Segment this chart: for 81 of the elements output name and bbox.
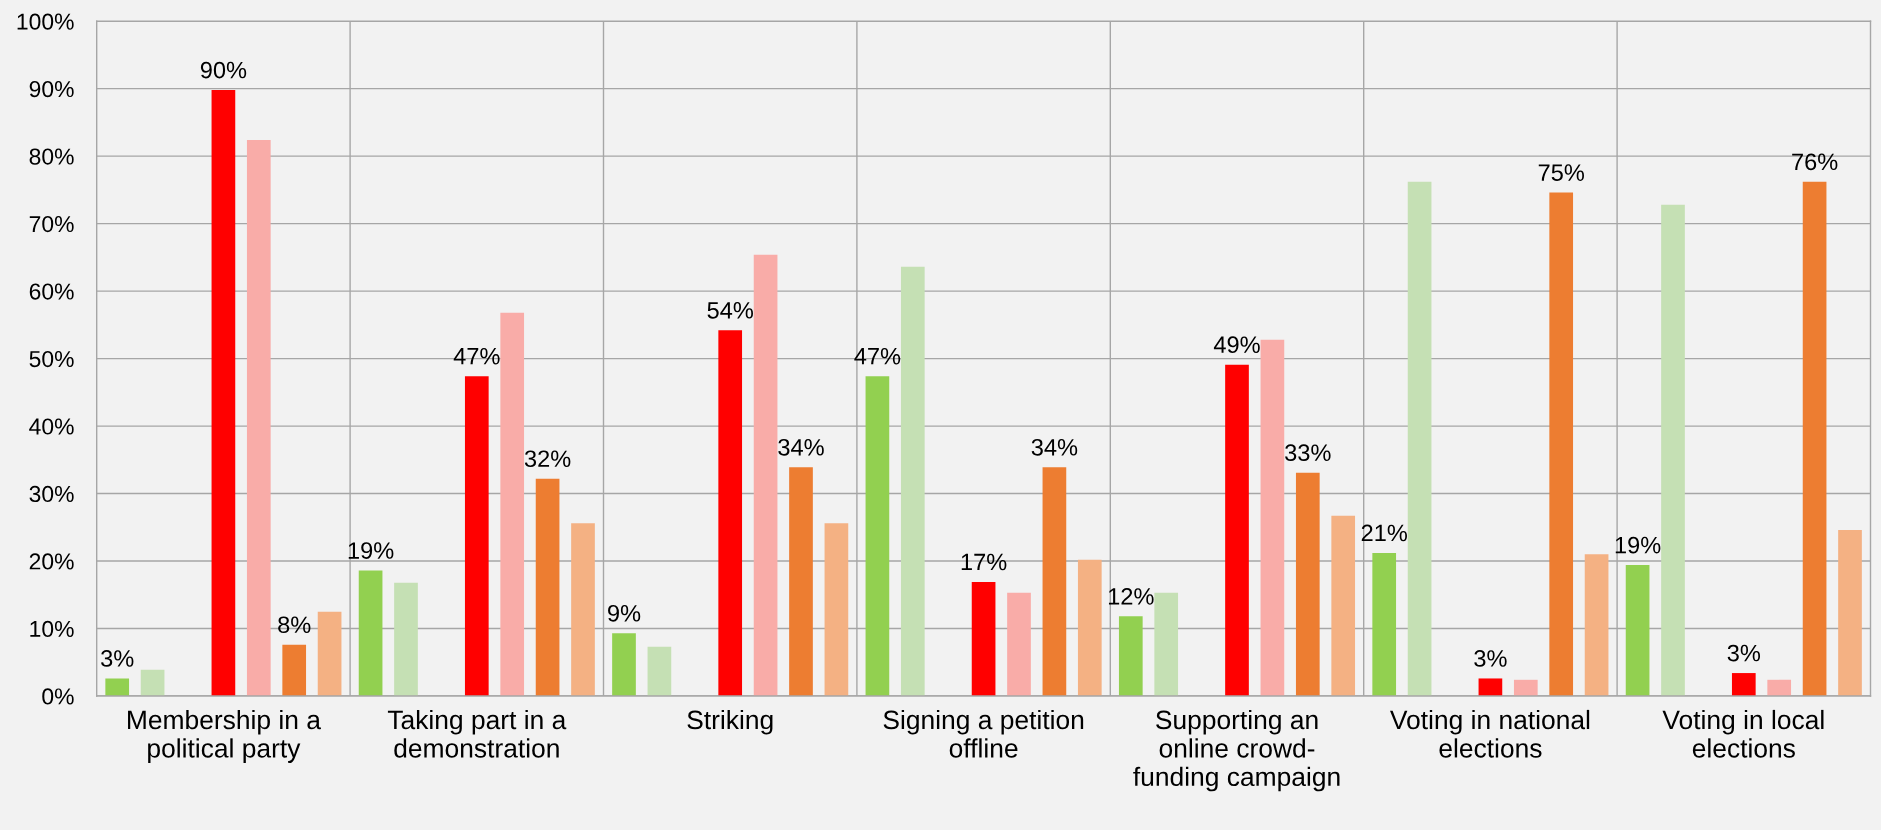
data-label: 3% [1474,650,1507,667]
bar [394,582,418,696]
bar [647,646,672,696]
data-label: 54% [707,302,753,319]
data-label: 34% [778,438,824,456]
data-label: 90% [200,61,247,79]
y-tick-label: 50% [29,350,74,368]
bar [500,312,525,696]
bar [211,90,236,696]
bar [358,570,383,696]
y-tick-label: 20% [29,553,74,570]
data-label: 33% [1285,444,1331,462]
bar [140,669,165,696]
bar [900,266,925,696]
bar [1118,616,1143,696]
data-label: 49% [1213,336,1260,354]
bar [1802,181,1827,696]
data-label: 3% [101,650,134,667]
data-label: 47% [854,347,901,365]
y-tick-label: 10% [30,620,74,638]
bar [464,376,489,696]
bar [1838,530,1862,696]
bar [317,611,342,696]
y-tick-label: 80% [29,148,74,165]
x-tick-label: Supporting an online crowd-funding campaign [1133,709,1340,792]
bar [753,254,778,696]
x-tick-label: Signing a petition offline [883,709,1084,758]
data-label: 76% [1792,153,1838,171]
bar [718,330,743,696]
y-tick-label: 60% [29,283,74,300]
x-tick-label: Voting in local elections [1662,709,1824,758]
bar [1372,552,1397,696]
y-tick-label: 100% [17,13,74,30]
bar [1007,592,1031,696]
bar [971,581,996,696]
x-tick-label: Striking [687,709,773,735]
bar [1549,192,1574,696]
data-label: 34% [1031,438,1078,456]
data-label: 75% [1538,164,1584,181]
bar [1767,679,1792,696]
bar [571,523,595,696]
bar [789,467,813,696]
x-tick-label: Voting in national elections [1390,709,1590,758]
data-label: 3% [1727,644,1761,662]
bar [1077,559,1102,696]
data-label: 8% [278,616,311,634]
data-label: 47% [453,347,500,365]
bar [535,478,560,696]
y-tick-label: 70% [29,215,74,233]
x-tick-label: Membership in a political party [128,709,321,763]
data-label: 19% [348,542,394,559]
bar [1731,673,1756,696]
y-tick-label: 90% [29,80,74,98]
bar [1407,181,1432,696]
y-tick-label: 0% [42,688,74,705]
bar [1154,592,1179,696]
data-label: 17% [961,553,1007,571]
data-label: 21% [1361,524,1407,542]
bar [1625,565,1650,696]
data-label: 9% [608,604,641,622]
bar [1295,472,1320,696]
bar [1661,204,1685,696]
data-label: 19% [1615,536,1661,554]
bar [282,644,307,696]
bar [1260,339,1285,696]
bar [824,523,849,696]
bar [105,678,130,696]
y-tick-label: 40% [29,418,74,435]
bar [865,376,890,696]
bar [612,633,636,696]
bar [1584,554,1609,696]
bar [1225,364,1249,696]
data-label: 32% [524,450,571,468]
bar [1042,467,1067,696]
bar [1478,678,1503,696]
x-tick-label: Taking part in a demonstration [387,709,567,758]
y-tick-label: 30% [29,485,74,503]
bar [1331,515,1356,696]
bar [1513,679,1538,696]
bar [246,139,271,696]
data-label: 12% [1108,588,1154,605]
